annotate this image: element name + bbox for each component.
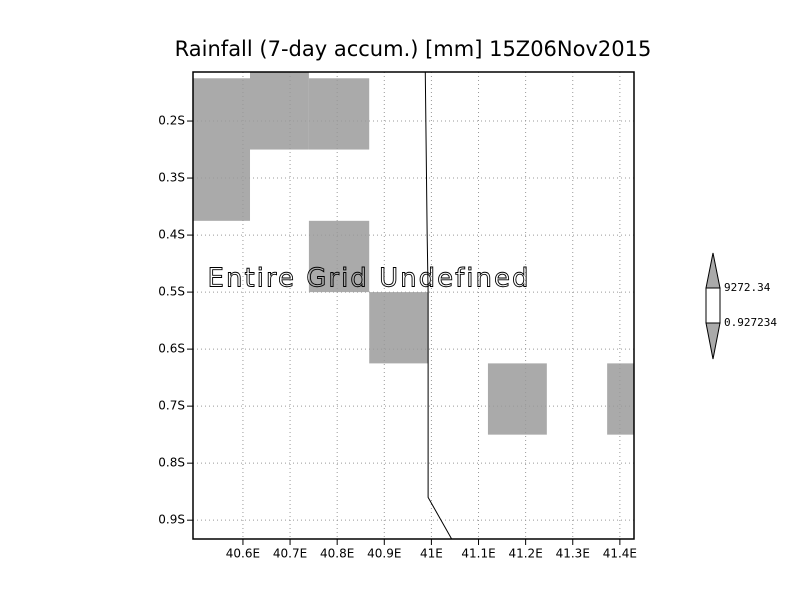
y-tick-label: 0.8S	[158, 456, 185, 470]
colorbar-label: 9272.34	[724, 281, 771, 294]
x-tick-label: 40.9E	[367, 547, 401, 561]
axes: 40.6E 40.7E 40.8E 40.9E 41E 41.1E 41.2E 41.3E 41…	[158, 114, 637, 561]
masked-cell	[369, 292, 429, 364]
x-tick-label: 41E	[420, 547, 443, 561]
y-tick-label: 0.9S	[158, 513, 185, 527]
y-tick-label: 0.2S	[158, 114, 185, 128]
x-tick-label: 41.2E	[508, 547, 542, 561]
annotation: Entire Grid Undefined	[208, 264, 531, 294]
masked-cell	[308, 220, 370, 293]
coastline	[424, 72, 453, 539]
y-tick-label: 0.7S	[158, 399, 185, 413]
chart-title: Rainfall (7-day accum.) [mm] 15Z06Nov201…	[175, 37, 652, 61]
masked-cell	[487, 363, 547, 435]
y-tick-label: 0.3S	[158, 171, 185, 185]
x-tick-label: 41.4E	[603, 547, 637, 561]
masked-cell	[193, 78, 251, 221]
colorbar-box	[705, 287, 721, 324]
x-tick-label: 41.3E	[556, 547, 590, 561]
colorbar-label: 0.927234	[724, 316, 777, 329]
plot-area	[193, 72, 634, 539]
colorbar-arrow-bottom	[705, 322, 721, 360]
plot-frame	[192, 71, 635, 540]
y-tick-label: 0.6S	[158, 342, 185, 356]
masked-cell	[607, 363, 634, 435]
masked-cell	[250, 72, 309, 150]
x-tick-label: 41.1E	[461, 547, 495, 561]
x-tick-label: 40.7E	[273, 547, 307, 561]
y-tick-label: 0.4S	[158, 228, 185, 242]
masked-cell	[308, 78, 370, 150]
colorbar: 9272.34 0.927234	[705, 252, 777, 360]
y-tick-label: 0.5S	[158, 285, 185, 299]
x-tick-label: 40.6E	[226, 547, 260, 561]
x-tick-label: 40.8E	[320, 547, 354, 561]
